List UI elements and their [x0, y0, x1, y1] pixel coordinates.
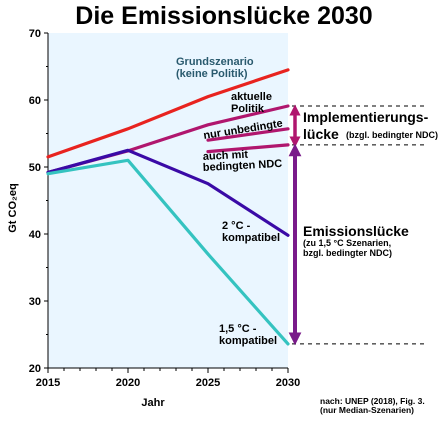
implementation-gap-label-2: lücke [303, 126, 339, 142]
y-tick-label: 70 [29, 28, 41, 40]
source-note-2: (nur Median-Szenarien) [320, 405, 414, 415]
source-note-1: nach: UNEP (2018), Fig. 3. [320, 396, 425, 406]
conditional-ndc-label-2: bedingten NDC [203, 158, 283, 174]
plot-area [48, 33, 288, 368]
implementation-gap-label-1: Implementierungs- [303, 109, 429, 125]
two-c-label-2: kompatibel [222, 232, 280, 244]
y-axis-label: Gt CO₂eq [7, 183, 19, 233]
y-tick-label: 40 [29, 229, 41, 241]
one5-c-label-1: 1,5 °C - [219, 323, 257, 335]
y-tick-label: 30 [29, 296, 41, 308]
current-policy-label-2: Politik [231, 103, 265, 115]
x-tick-label: 2030 [276, 377, 300, 389]
baseline-label-1: Grundszenario [176, 56, 254, 68]
x-tick-label: 2020 [116, 377, 140, 389]
guide-lines [292, 105, 428, 345]
y-tick-label: 50 [29, 162, 41, 174]
conditional-ndc-label-1: auch mit [203, 149, 249, 163]
emissions-gap-label: Emissionslücke [303, 223, 409, 239]
series-line-2 [206, 127, 290, 142]
one5-c-label-2: kompatibel [219, 335, 277, 347]
y-tick-label: 20 [29, 363, 41, 375]
x-axis-label: Jahr [141, 397, 165, 409]
x-tick-label: 2025 [196, 377, 220, 389]
series-line-4 [46, 148, 290, 237]
baseline-label-2: (keine Politik) [176, 68, 248, 80]
series-line-5 [46, 158, 290, 346]
y-tick-label: 60 [29, 95, 41, 107]
x-tick-label: 2015 [36, 377, 60, 389]
current-policy-label-1: aktuelle [231, 91, 272, 103]
emissions-gap-note-2: bzgl. bedingter NDC) [303, 248, 392, 258]
y-axis-label-group: Gt CO₂eq [7, 183, 19, 233]
chart-title: Die Emissionslücke 2030 [75, 2, 372, 30]
series-line-3 [206, 143, 290, 154]
series-group [46, 68, 290, 346]
series-line-0 [46, 68, 290, 159]
emissions-gap-note-1: (zu 1,5 °C Szenarien, [303, 238, 391, 248]
implementation-gap-note: (bzgl. bedingter NDC) [346, 130, 438, 140]
two-c-label-1: 2 °C - [222, 220, 251, 232]
